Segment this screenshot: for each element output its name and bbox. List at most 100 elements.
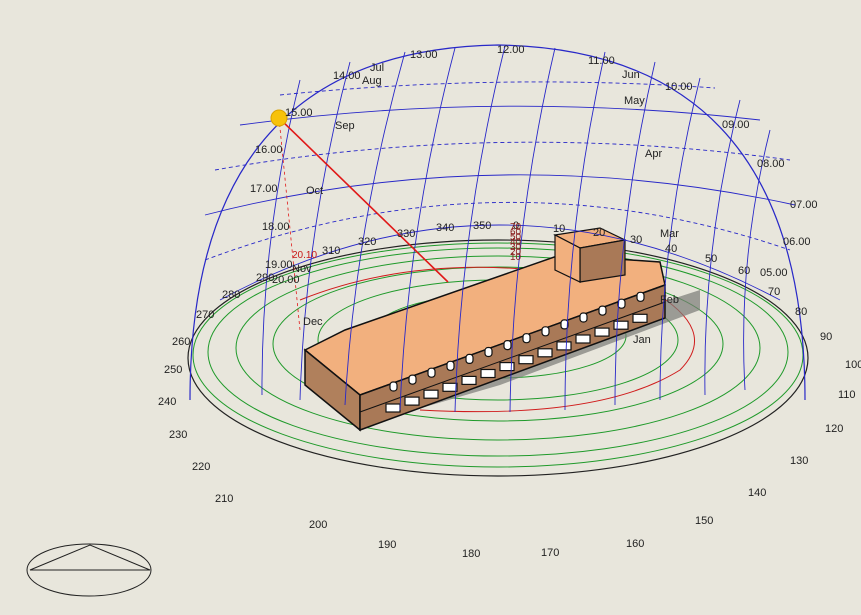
month-label: Oct <box>306 185 323 197</box>
building-window-lower <box>556 341 572 351</box>
building-window-lower <box>480 368 496 379</box>
dome-meridian-line <box>344 51 406 406</box>
small-red-label: 20.10 <box>292 250 317 261</box>
building-windows <box>385 291 648 413</box>
building-window <box>560 319 569 330</box>
hour-label: 19.00 <box>265 259 293 271</box>
altitude-label: 60 <box>510 227 522 238</box>
month-label: Nov <box>292 263 312 275</box>
view-orientation-widget[interactable] <box>26 543 152 597</box>
month-label: Aug <box>362 75 382 87</box>
dome-date-lines <box>204 81 796 301</box>
sun-path-ground-trace <box>299 266 696 413</box>
month-label: Mar <box>660 228 679 240</box>
inner-azimuth-label: 320 <box>358 236 376 248</box>
azimuth-label: 160 <box>626 538 644 550</box>
building-window <box>408 374 417 385</box>
building-window-lower <box>461 375 477 385</box>
building-window <box>522 333 531 344</box>
dome-meridian-line <box>564 51 606 411</box>
inner-azimuth-label: 340 <box>436 222 454 234</box>
dome-meridian-line <box>614 61 656 406</box>
building-window <box>636 291 645 302</box>
ground-ring-3 <box>235 255 761 441</box>
building-window <box>503 340 512 351</box>
hour-label: 16.00 <box>255 144 283 156</box>
dome-date-line <box>219 224 781 301</box>
dome-meridian-line <box>704 99 741 396</box>
inner-azimuth-label: 330 <box>397 228 415 240</box>
month-label: Apr <box>645 148 662 160</box>
altitude-label: 30 <box>510 242 522 253</box>
inner-azimuth-label: 290 <box>256 272 274 284</box>
building-window <box>427 367 436 378</box>
hour-label: 12.00 <box>497 44 525 56</box>
building-window-lower <box>575 334 591 344</box>
azimuth-label: 110 <box>838 389 856 401</box>
hour-label: 10.00 <box>665 81 693 93</box>
ground-ring-4 <box>272 266 724 422</box>
hour-label: 18.00 <box>262 221 290 233</box>
building-window <box>598 305 607 316</box>
building-window-lower <box>404 396 420 406</box>
inner-azimuth-label: 280 <box>222 289 240 301</box>
altitude-label: 10 <box>510 252 522 263</box>
month-label: Jun <box>622 69 640 81</box>
sun-path-dome <box>189 44 806 413</box>
inner-azimuth-label: 60 <box>738 265 750 277</box>
azimuth-label: 130 <box>790 455 808 467</box>
altitude-label: 50 <box>510 232 522 243</box>
azimuth-label: 90 <box>820 331 832 343</box>
building-window-lower <box>442 382 458 392</box>
building-window <box>389 381 398 392</box>
azimuth-label: 140 <box>748 487 766 499</box>
building-window <box>465 353 474 364</box>
sun-ray <box>278 117 449 283</box>
hour-label: 13.00 <box>410 49 438 61</box>
hour-label: 14.00 <box>333 70 361 82</box>
dome-date-line <box>279 81 716 96</box>
dome-date-line <box>214 141 791 171</box>
building-window <box>541 326 550 337</box>
hour-label: 09.00 <box>722 119 750 131</box>
hour-label: 17.00 <box>250 183 278 195</box>
azimuth-label: 230 <box>169 429 187 441</box>
dome-meridian-line <box>399 47 456 411</box>
building-window-lower <box>423 389 439 399</box>
inner-azimuth-label: 20 <box>593 227 605 239</box>
azimuth-label: 220 <box>192 461 210 473</box>
inner-azimuth-label: 350 <box>473 220 491 232</box>
building-window <box>579 312 588 323</box>
hour-label: 07.00 <box>790 199 818 211</box>
azimuth-label: 250 <box>164 364 182 376</box>
building-window-lower <box>499 362 515 372</box>
building-window <box>617 298 626 309</box>
hour-label: 06.00 <box>783 236 811 248</box>
ground-ring-outer <box>192 242 804 468</box>
sun-marker[interactable] <box>270 109 288 127</box>
dome-meridian-lines <box>261 45 771 413</box>
building-window-lower <box>613 320 629 330</box>
building-window <box>446 360 455 371</box>
inner-azimuth-label: 10 <box>553 223 565 235</box>
azimuth-labels: 270 260 250 240 230 220 210 200 190 180 170 160 150 1… <box>158 286 861 560</box>
hour-label: 20.00 <box>272 274 300 286</box>
month-label: Feb <box>660 294 679 306</box>
month-label: May <box>624 95 645 107</box>
inner-azimuth-label: 40 <box>665 243 677 255</box>
dome-date-line <box>204 174 796 216</box>
inner-azimuth-label: 50 <box>705 253 717 265</box>
azimuth-label: 240 <box>158 396 176 408</box>
building-window-lower <box>632 313 648 323</box>
dome-meridian-line <box>743 129 771 391</box>
inner-azimuth-label: 30 <box>630 234 642 246</box>
month-label: Jul <box>370 62 384 74</box>
azimuth-label: 150 <box>695 515 713 527</box>
hour-label: 15.00 <box>285 107 313 119</box>
dome-meridian-line <box>261 79 301 396</box>
azimuth-label: 200 <box>309 519 327 531</box>
altitude-label: 20 <box>510 247 522 258</box>
